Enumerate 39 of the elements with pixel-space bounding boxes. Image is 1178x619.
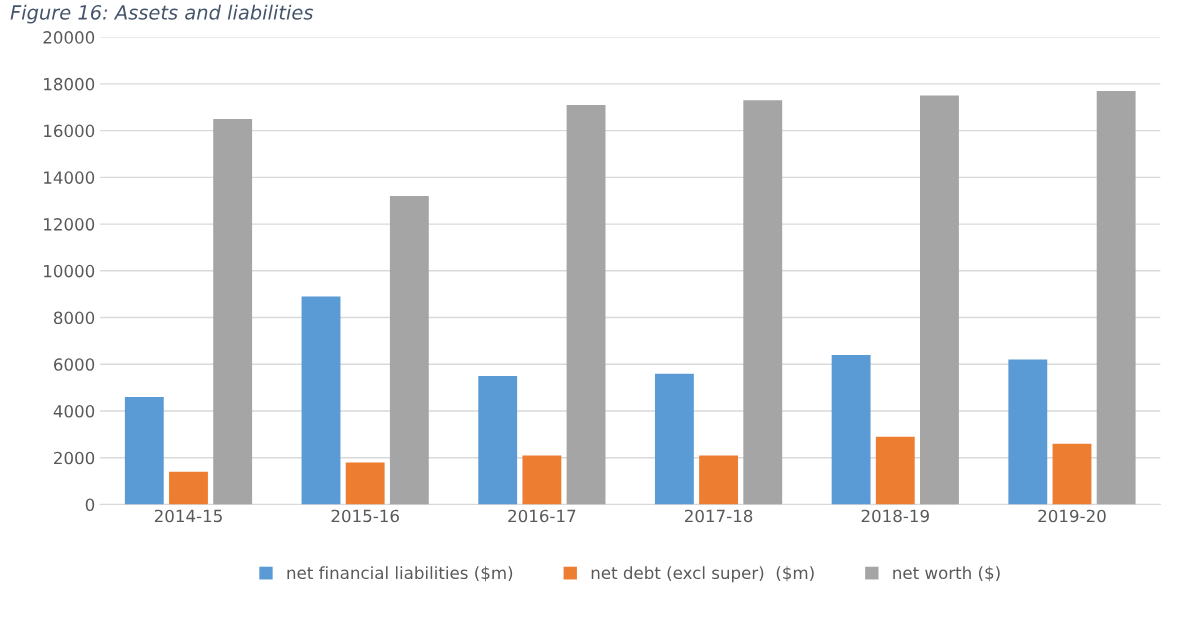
bar bbox=[699, 455, 739, 505]
x-tick-label: 2014-15 bbox=[154, 509, 222, 523]
bar bbox=[920, 95, 959, 505]
y-tick-label: 18000 bbox=[44, 77, 95, 91]
x-tick-label: 2016-17 bbox=[508, 509, 576, 523]
bar bbox=[345, 462, 385, 505]
y-tick-label: 10000 bbox=[44, 264, 95, 278]
bar bbox=[1052, 443, 1092, 505]
bar bbox=[566, 104, 606, 505]
x-tick-label: 2018-19 bbox=[861, 509, 929, 523]
x-tick-label: 2019-20 bbox=[1038, 509, 1106, 523]
bar bbox=[831, 354, 871, 505]
y-tick-label: 16000 bbox=[44, 124, 95, 138]
y-tick-label: 8000 bbox=[53, 311, 95, 325]
x-tick-label: 2015-16 bbox=[331, 509, 399, 523]
y-tick-label: 0 bbox=[85, 498, 95, 512]
y-tick-label: 2000 bbox=[54, 451, 95, 465]
legend-label: net debt (excl super) ($m) bbox=[591, 566, 814, 583]
y-tick-label: 20000 bbox=[43, 31, 95, 44]
bar bbox=[478, 375, 518, 505]
bar bbox=[1096, 90, 1136, 505]
y-tick-label: 4000 bbox=[53, 404, 95, 418]
bar bbox=[213, 118, 253, 505]
bar bbox=[743, 100, 783, 505]
bar bbox=[654, 373, 694, 505]
legend-label: net worth ($) bbox=[893, 566, 1000, 582]
x-tick-label: 2017-18 bbox=[684, 509, 753, 523]
bar bbox=[522, 455, 562, 505]
chart-title: Figure 16: Assets and liabilities bbox=[10, 4, 314, 24]
bar bbox=[169, 471, 208, 505]
y-tick-label: 6000 bbox=[54, 358, 95, 371]
bar bbox=[124, 397, 164, 505]
y-tick-label: 12000 bbox=[44, 218, 95, 231]
bar bbox=[1008, 359, 1048, 505]
bar bbox=[301, 296, 341, 505]
bar bbox=[389, 196, 429, 505]
y-tick-label: 14000 bbox=[44, 171, 95, 184]
bar bbox=[875, 436, 915, 505]
legend-label: net financial liabilities ($m) bbox=[287, 566, 513, 582]
